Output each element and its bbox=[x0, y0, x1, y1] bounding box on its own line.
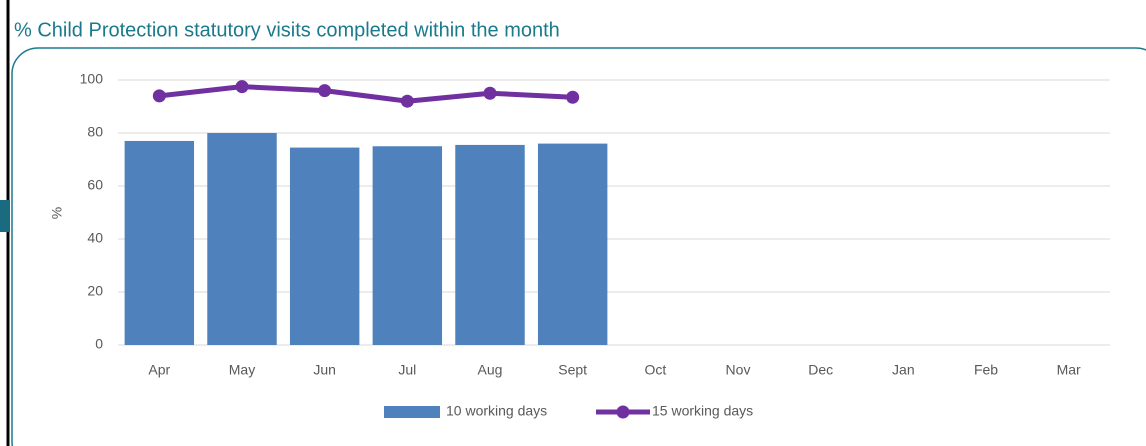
x-tick-label: Jul bbox=[398, 362, 416, 378]
y-tick-label: 40 bbox=[87, 230, 103, 246]
legend-marker bbox=[616, 405, 630, 419]
line-marker bbox=[483, 86, 497, 100]
x-tick-label: Aug bbox=[478, 362, 503, 378]
bar bbox=[455, 144, 525, 345]
legend-label: 15 working days bbox=[652, 403, 753, 419]
line-marker bbox=[318, 84, 332, 98]
line-marker bbox=[152, 89, 166, 103]
line bbox=[159, 84, 573, 104]
x-tick-label: Jan bbox=[892, 362, 915, 378]
line-marker bbox=[400, 94, 414, 108]
x-tick-label: Mar bbox=[1057, 362, 1081, 378]
x-tick-label: Oct bbox=[644, 362, 666, 378]
chart-title: % Child Protection statutory visits comp… bbox=[14, 19, 560, 41]
x-tick-label: May bbox=[229, 362, 255, 378]
x-tick-label: Jun bbox=[313, 362, 336, 378]
y-tick-label: 100 bbox=[80, 71, 104, 87]
bar bbox=[124, 140, 195, 345]
x-tick-label: Nov bbox=[726, 362, 751, 378]
bar bbox=[289, 147, 360, 345]
x-tick-label: Dec bbox=[808, 362, 833, 378]
y-tick-label: 0 bbox=[95, 336, 103, 352]
chart-frame bbox=[11, 47, 1146, 446]
left-edge-block bbox=[0, 200, 10, 232]
y-tick-label: 80 bbox=[87, 124, 103, 140]
x-tick-label: Apr bbox=[148, 362, 170, 378]
x-tick-label: Sept bbox=[558, 362, 587, 378]
line-marker bbox=[235, 80, 249, 94]
line-marker bbox=[566, 90, 580, 104]
legend-swatch bbox=[384, 406, 440, 418]
y-tick-label: 60 bbox=[87, 177, 103, 193]
y-tick-label: 20 bbox=[87, 283, 103, 299]
bar bbox=[537, 143, 608, 345]
bar bbox=[207, 133, 277, 345]
y-axis-label: % bbox=[49, 207, 65, 219]
bar bbox=[372, 146, 443, 345]
x-tick-label: Feb bbox=[974, 362, 998, 378]
legend-label: 10 working days bbox=[446, 403, 547, 419]
